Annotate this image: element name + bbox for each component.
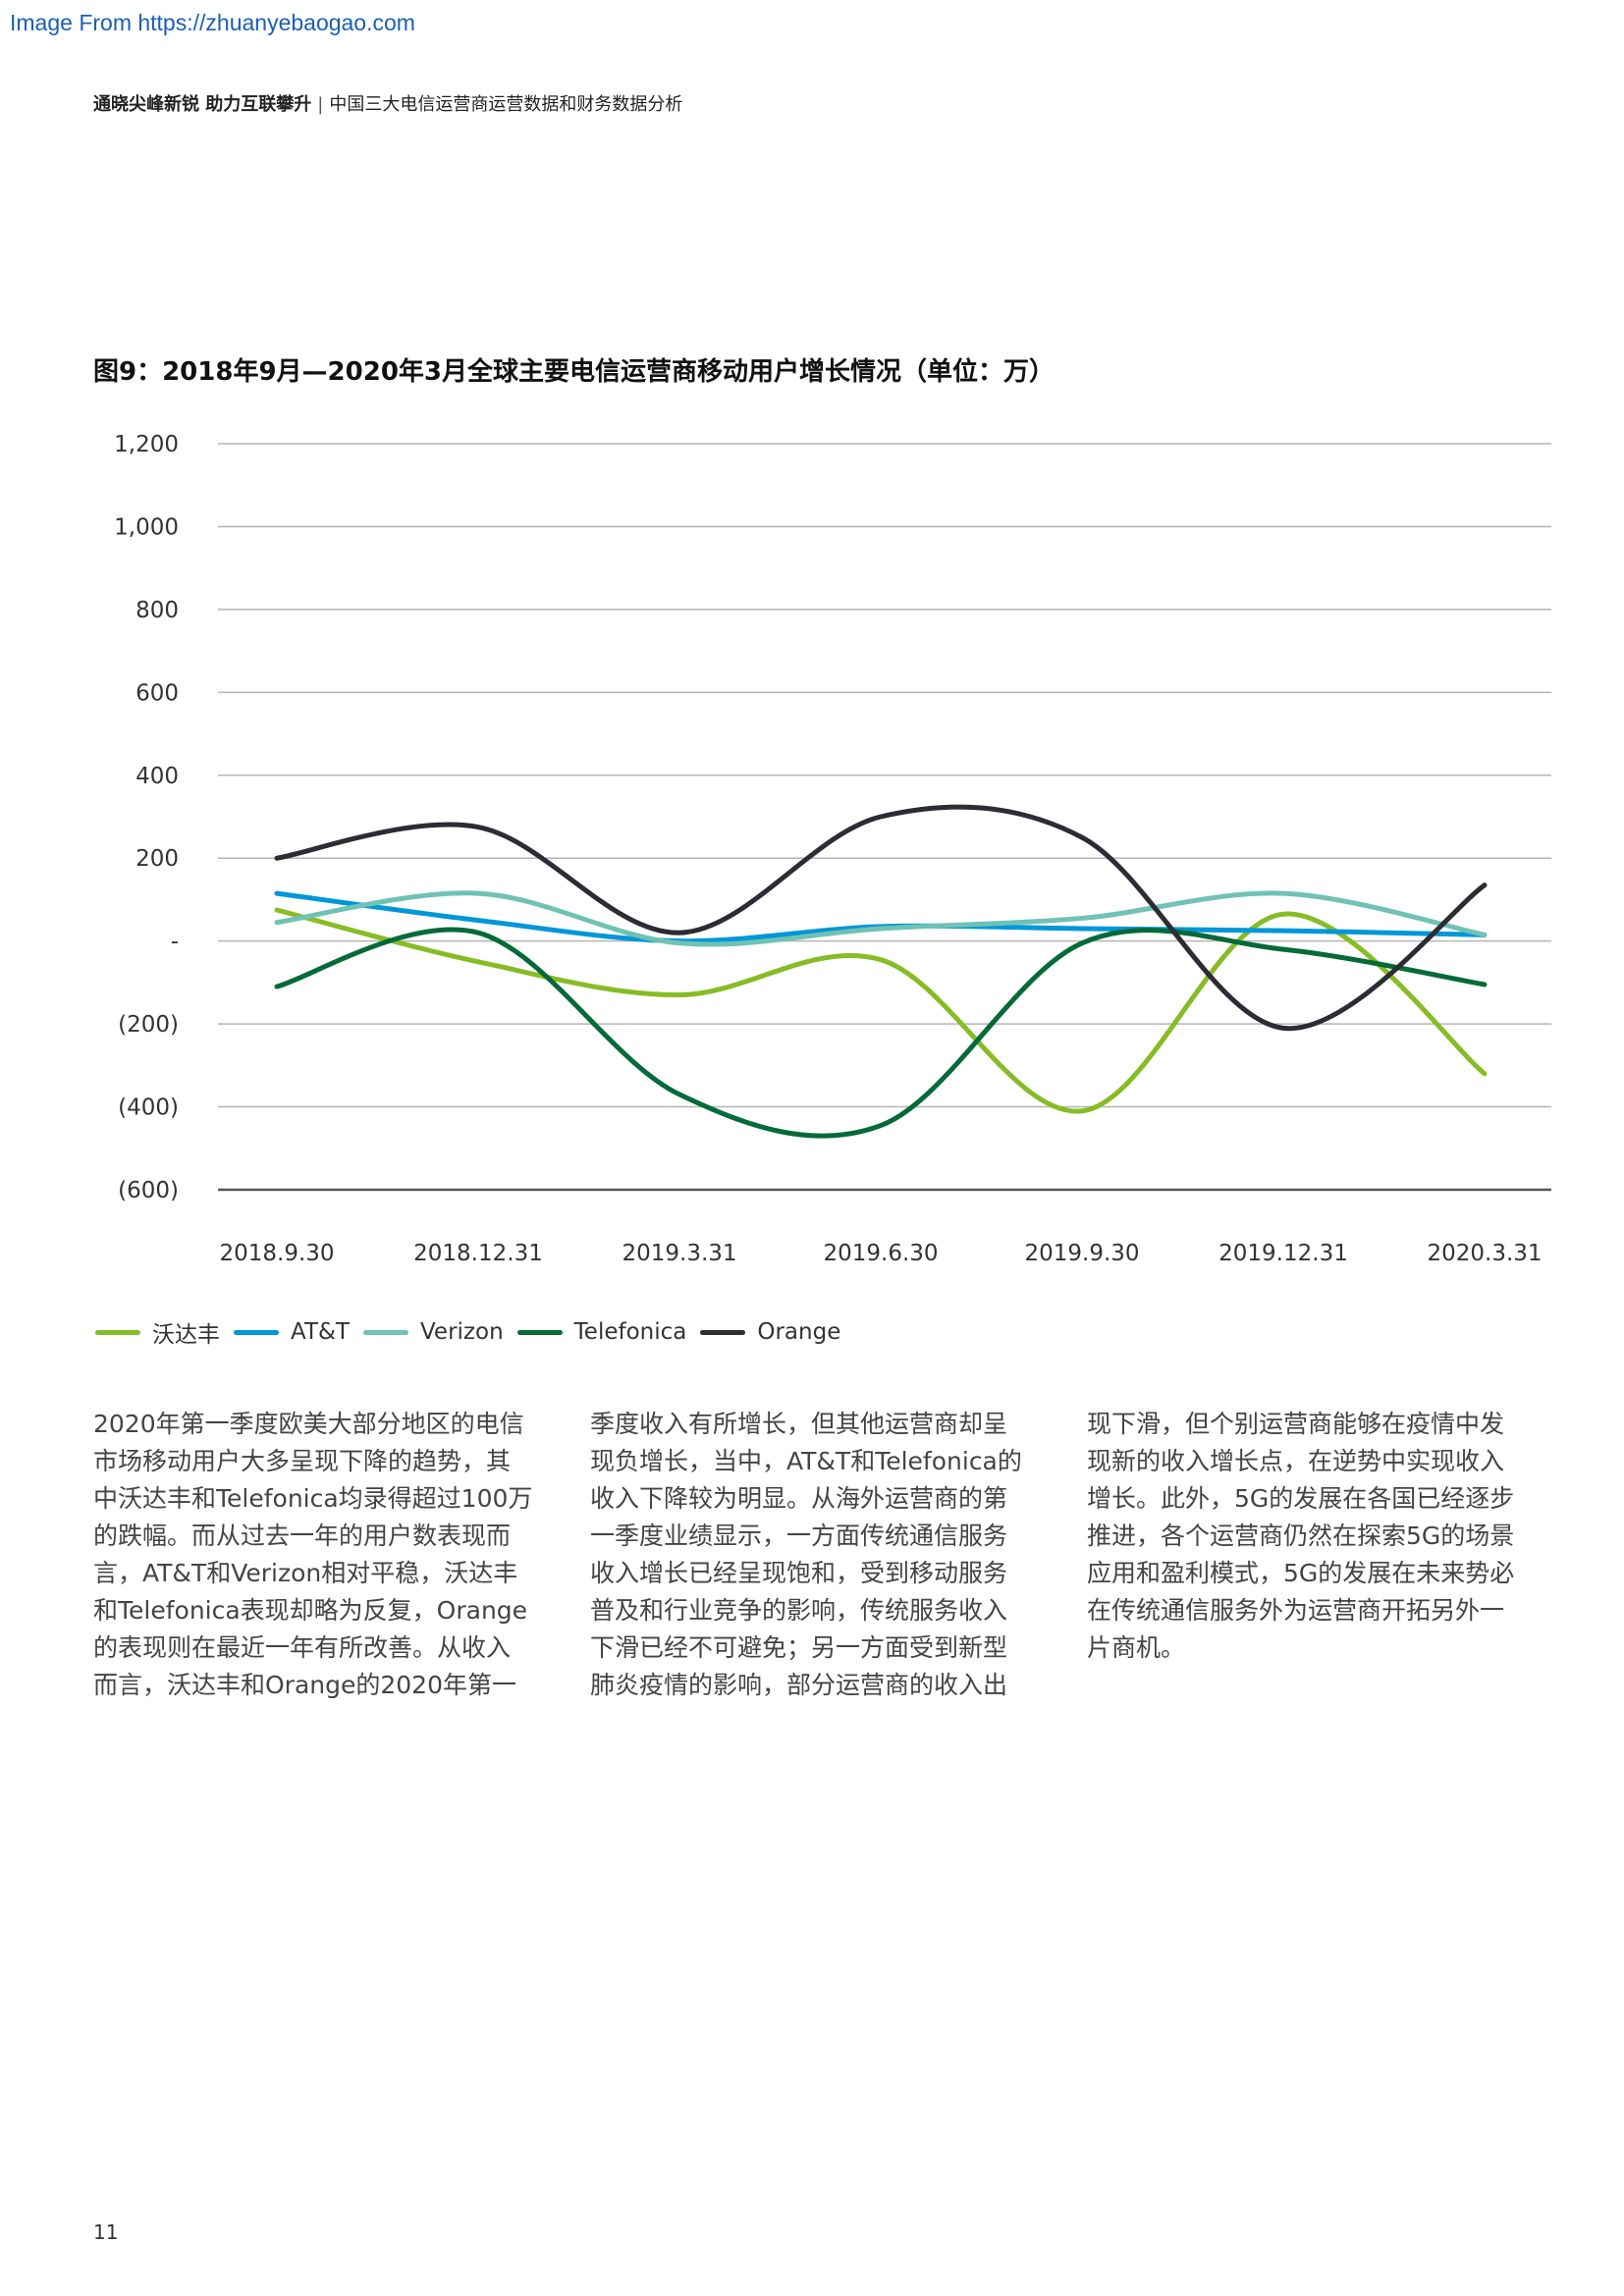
x-tick-label: 2019.12.31 xyxy=(1218,1241,1348,1266)
y-tick-label: 1,200 xyxy=(114,432,179,457)
y-tick-label: 200 xyxy=(135,846,179,872)
body-text-line: 市场移动用户大多呈现下降的趋势，其 xyxy=(93,1447,512,1475)
body-text-line: 中沃达丰和Telefonica均录得超过100万 xyxy=(93,1484,533,1513)
header-separator: | xyxy=(317,94,324,115)
y-tick-label: (400) xyxy=(118,1095,179,1121)
body-text-line: 和Telefonica表现却略为反复，Orange xyxy=(93,1596,528,1625)
x-tick-label: 2019.6.30 xyxy=(823,1241,938,1266)
x-tick-label: 2018.9.30 xyxy=(219,1241,334,1266)
watermark-link[interactable]: Image From https://zhuanyebaogao.com xyxy=(10,10,415,35)
body-text-line: 推进，各个运营商仍然在探索5G的场景 xyxy=(1087,1522,1515,1550)
legend-item: AT&T xyxy=(234,1319,350,1345)
x-tick-label: 2019.3.31 xyxy=(622,1241,736,1266)
header-title: 通晓尖峰新锐 助力互联攀升 xyxy=(93,94,312,115)
legend-swatch xyxy=(700,1329,746,1335)
body-column-2: 季度收入有所增长，但其他运营商却呈 现负增长，当中，AT&T和Telefonica… xyxy=(590,1406,1052,1704)
body-text-line: 一季度业绩显示，一方面传统通信服务 xyxy=(590,1522,1008,1550)
body-text-line: 收入增长已经呈现饱和，受到移动服务 xyxy=(590,1559,1008,1587)
y-tick-label: - xyxy=(171,930,179,955)
legend-item: Orange xyxy=(700,1319,840,1345)
page-number: 11 xyxy=(93,2220,119,2244)
body-text-line: 的跌幅。而从过去一年的用户数表现而 xyxy=(93,1522,512,1550)
y-tick-label: 1,000 xyxy=(114,514,179,540)
body-text-line: 肺炎疫情的影响，部分运营商的收入出 xyxy=(590,1671,1008,1699)
y-tick-label: 800 xyxy=(135,598,179,623)
x-tick-label: 2020.3.31 xyxy=(1427,1241,1542,1266)
chart-title: 图9：2018年9月—2020年3月全球主要电信运营商移动用户增长情况（单位：万… xyxy=(93,357,1055,387)
legend-item: 沃达丰 xyxy=(95,1315,220,1349)
y-axis-ticks: 1,200 1,000 800 600 400 200 - (200) (400) (600) xyxy=(114,432,179,1203)
body-text-line: 现下滑，但个别运营商能够在疫情中发 xyxy=(1087,1410,1505,1438)
body-text-line: 的表现则在最近一年有所改善。从收入 xyxy=(93,1633,512,1662)
legend-swatch xyxy=(95,1329,140,1335)
chart-series-lines xyxy=(274,804,1488,1139)
x-tick-label: 2019.9.30 xyxy=(1024,1241,1139,1266)
x-tick-label: 2018.12.31 xyxy=(413,1241,543,1266)
legend-item: Verizon xyxy=(362,1319,504,1345)
series-line-4 xyxy=(274,804,1488,1031)
legend-label: 沃达丰 xyxy=(152,1322,220,1348)
body-column-1: 2020年第一季度欧美大部分地区的电信 市场移动用户大多呈现下降的趋势，其 中沃达丰… xyxy=(93,1406,555,1704)
body-text-line: 在传统通信服务外为运营商开拓另外一 xyxy=(1087,1596,1505,1625)
body-text-line: 而言，沃达丰和Orange的2020年第一 xyxy=(93,1671,516,1699)
y-tick-label: (200) xyxy=(118,1012,179,1038)
body-text-line: 现负增长，当中，AT&T和Telefonica的 xyxy=(590,1447,1022,1475)
line-chart: 1,200 1,000 800 600 400 200 - (200) (400) (600) 2… xyxy=(114,432,1551,1266)
legend-label: Orange xyxy=(757,1319,841,1345)
body-text-line: 普及和行业竞争的影响，传统服务收入 xyxy=(590,1596,1008,1625)
chart-legend: 沃达丰 AT&T Verizon Telefonica Orange xyxy=(95,1315,854,1349)
series-line-2 xyxy=(274,890,1488,947)
legend-label: AT&T xyxy=(291,1319,350,1345)
body-text-line: 下滑已经不可避免；另一方面受到新型 xyxy=(590,1633,1008,1662)
body-text-line: 2020年第一季度欧美大部分地区的电信 xyxy=(93,1410,524,1438)
header-subtitle: 中国三大电信运营商运营数据和财务数据分析 xyxy=(329,94,683,115)
body-column-3: 现下滑，但个别运营商能够在疫情中发 现新的收入增长点，在逆势中实现收入 增长。此外，… xyxy=(1087,1406,1548,1667)
legend-swatch xyxy=(516,1329,563,1335)
body-text-line: 片商机。 xyxy=(1087,1633,1186,1662)
body-text-line: 收入下降较为明显。从海外运营商的第 xyxy=(590,1484,1008,1513)
legend-item: Telefonica xyxy=(516,1319,687,1345)
x-axis-ticks: 2018.9.30 2018.12.31 2019.3.31 2019.6.30 201… xyxy=(219,1241,1542,1266)
chart-grid xyxy=(218,443,1551,1192)
series-line-3 xyxy=(274,927,1488,1139)
body-text-line: 现新的收入增长点，在逆势中实现收入 xyxy=(1087,1447,1505,1475)
body-text-line: 应用和盈利模式，5G的发展在未来势必 xyxy=(1087,1559,1515,1587)
legend-label: Verizon xyxy=(419,1319,504,1345)
body-text-line: 季度收入有所增长，但其他运营商却呈 xyxy=(590,1410,1008,1438)
legend-swatch xyxy=(234,1329,279,1335)
body-text-line: 言，AT&T和Verizon相对平稳，沃达丰 xyxy=(93,1559,518,1587)
legend-label: Telefonica xyxy=(573,1319,687,1345)
legend-swatch xyxy=(362,1329,408,1335)
y-tick-label: 600 xyxy=(135,680,179,706)
y-tick-label: 400 xyxy=(135,764,179,789)
page-header: 通晓尖峰新锐 助力互联攀升 | 中国三大电信运营商运营数据和财务数据分析 xyxy=(93,90,682,116)
y-tick-label: (600) xyxy=(118,1178,179,1203)
body-text-line: 增长。此外，5G的发展在各国已经逐步 xyxy=(1087,1484,1515,1513)
series-line-0 xyxy=(274,907,1488,1114)
